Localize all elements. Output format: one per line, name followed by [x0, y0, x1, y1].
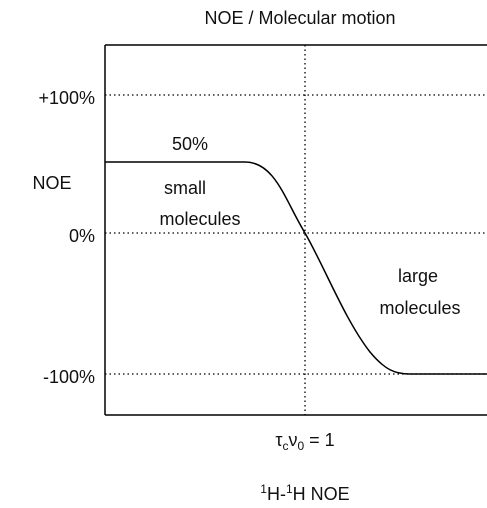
y-tick-label: +100% — [38, 88, 95, 108]
text-part: τ — [275, 430, 282, 450]
text-part: = 1 — [304, 430, 335, 450]
subscript: c — [282, 439, 288, 453]
x-marker-label: τcν0 = 1 — [275, 430, 334, 453]
annotation: molecules — [159, 209, 240, 229]
annotation: molecules — [379, 298, 460, 318]
plateau-label: 50% — [172, 134, 208, 154]
x-axis-label: 1H-1H NOE — [260, 482, 349, 504]
annotation: large — [398, 266, 438, 286]
guides — [105, 45, 487, 415]
noe-curve — [105, 161, 487, 375]
y-axis-label: NOE — [32, 173, 71, 193]
annotation: small — [164, 178, 206, 198]
title: NOE / Molecular motion — [204, 8, 395, 28]
y-tick-label: -100% — [43, 367, 95, 387]
superscript: 1 — [260, 482, 267, 496]
text-part: ν — [288, 430, 297, 450]
subscript: 0 — [297, 439, 304, 453]
y-tick-label: 0% — [69, 226, 95, 246]
superscript: 1 — [286, 482, 293, 496]
text-part: H- — [267, 484, 286, 504]
text-part: H NOE — [293, 484, 350, 504]
